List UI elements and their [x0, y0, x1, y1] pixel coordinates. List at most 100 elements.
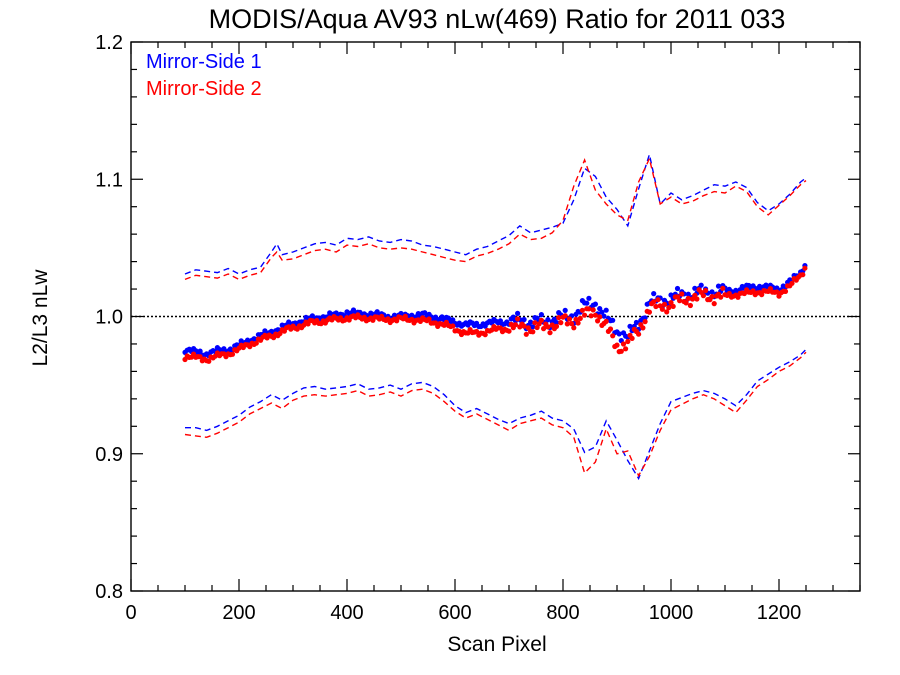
series-2-mean-point — [636, 331, 642, 337]
series-1-mean-point — [715, 283, 722, 289]
series-2-mean-point — [521, 323, 527, 329]
series-1-mean-point — [592, 301, 599, 307]
series-2-mean-point — [670, 303, 676, 309]
series-2-mean-point — [586, 306, 592, 312]
series-1-mean-point — [642, 315, 648, 321]
series-2-mean-point — [545, 324, 551, 330]
series-1-mean-point — [197, 348, 203, 354]
series-2-mean-point — [750, 288, 756, 294]
series-2-mean-point — [651, 299, 657, 305]
series-2-mean-point — [532, 320, 538, 326]
series-2-mean-point — [607, 326, 614, 332]
series-1-mean-point — [586, 295, 592, 301]
legend-entry-mirror-side-1: Mirror-Side 1 — [146, 51, 262, 73]
series-2-mean-point — [759, 292, 765, 298]
series-2-mean-point — [735, 294, 741, 300]
series-2-mean-point — [571, 325, 577, 331]
series-2-mean-point — [229, 351, 236, 357]
series-2-mean-point — [206, 358, 212, 364]
uncertainty-bands — [184, 151, 807, 481]
series-2-mean-point — [582, 312, 588, 318]
series-2-mean-point — [603, 318, 609, 324]
series-1-mean-point — [601, 313, 607, 319]
y-tick-label: 1.2 — [95, 32, 123, 54]
series-2-mean-point — [592, 312, 599, 318]
series-1-mean-point — [627, 323, 633, 329]
series-1-mean-point — [530, 324, 536, 330]
series-2-mean-point — [614, 342, 620, 348]
series-2-mean-point — [677, 298, 683, 304]
series-1-mean-point — [599, 309, 605, 315]
series-2-mean-point — [597, 314, 603, 320]
series-2-mean-point — [538, 317, 545, 323]
series-2-mean-point — [640, 325, 646, 331]
series-2-mean-point — [277, 330, 283, 337]
series-2-mean-point — [530, 329, 536, 335]
series-1-lower-band — [185, 348, 807, 481]
series-2-mean-point — [679, 291, 685, 297]
series-2-mean-point — [683, 300, 689, 306]
series-2-mean-point — [694, 296, 700, 302]
series-2-mean-point — [541, 326, 547, 332]
series-2-mean-point — [610, 333, 616, 339]
series-2-mean-point — [558, 320, 564, 326]
series-2-mean-point — [515, 316, 521, 322]
series-2-mean-point — [590, 307, 596, 313]
series-2-mean-point — [664, 309, 670, 315]
series-2-mean-point — [668, 300, 674, 306]
x-tick-label: 600 — [438, 602, 471, 624]
series-2-mean-point — [523, 331, 529, 337]
legend: Mirror-Side 1 Mirror-Side 2 — [146, 51, 262, 100]
series-2-mean-point — [718, 294, 724, 300]
y-tick-label: 1.1 — [95, 169, 123, 191]
series-1-mean-point — [521, 316, 527, 323]
series-2-mean-point — [426, 316, 432, 322]
y-axis-label: L2/L3 nLw — [29, 269, 52, 367]
series-2-mean-point — [588, 313, 594, 319]
series-2-mean-point — [661, 301, 668, 307]
x-tick-label: 1000 — [649, 602, 694, 624]
y-tick-label: 0.9 — [95, 444, 123, 466]
x-tick-label: 400 — [330, 602, 363, 624]
series-1-mean-point — [698, 282, 704, 288]
series-2-mean-point — [802, 265, 808, 271]
series-2-mean-point — [642, 319, 648, 325]
x-tick-label: 800 — [546, 602, 579, 624]
series-2-mean-point — [569, 321, 575, 327]
series-2-mean-point — [566, 316, 573, 322]
series-2-mean-point — [687, 302, 694, 309]
series-1-upper-band — [184, 151, 807, 275]
series-2-mean-point — [666, 305, 672, 311]
series-2-mean-point — [782, 288, 789, 294]
series-1-mean-point — [545, 317, 551, 323]
x-tick-label: 1200 — [757, 602, 802, 624]
x-axis-label: Scan Pixel — [447, 633, 546, 656]
series-2-mean-point — [789, 280, 795, 286]
series-1-mean-point — [633, 319, 640, 326]
series-2-mean-point — [512, 322, 519, 328]
series-2-mean-point — [564, 321, 570, 327]
series-1-mean-point — [510, 314, 516, 320]
series-2-mean-point — [450, 323, 456, 329]
series-2-mean-point — [700, 293, 707, 299]
series-1-mean-point — [685, 291, 691, 297]
series-2-mean-point — [709, 294, 715, 300]
series-1-mean-point — [674, 285, 681, 292]
series-2-mean-point — [800, 272, 806, 278]
series-2-lower-band — [184, 351, 807, 478]
series-2-mean-point — [595, 318, 601, 324]
series-2-mean-point — [482, 332, 488, 338]
series-1-mean-point — [528, 319, 534, 325]
series-1-mean-point — [692, 285, 698, 291]
series-2-mean-point — [625, 338, 631, 345]
series-2-mean-point — [579, 307, 586, 313]
series-2-mean-point — [629, 335, 635, 341]
chart-title: MODIS/Aqua AV93 nLw(469) Ratio for 2011 … — [209, 4, 786, 34]
series-1-mean-point — [553, 320, 560, 326]
series-1-mean-point — [584, 300, 590, 306]
series-2-mean-point — [547, 330, 553, 336]
series-2-mean-point — [562, 313, 568, 319]
x-tick-label: 0 — [125, 602, 136, 624]
series-2-mean-point — [711, 301, 717, 307]
